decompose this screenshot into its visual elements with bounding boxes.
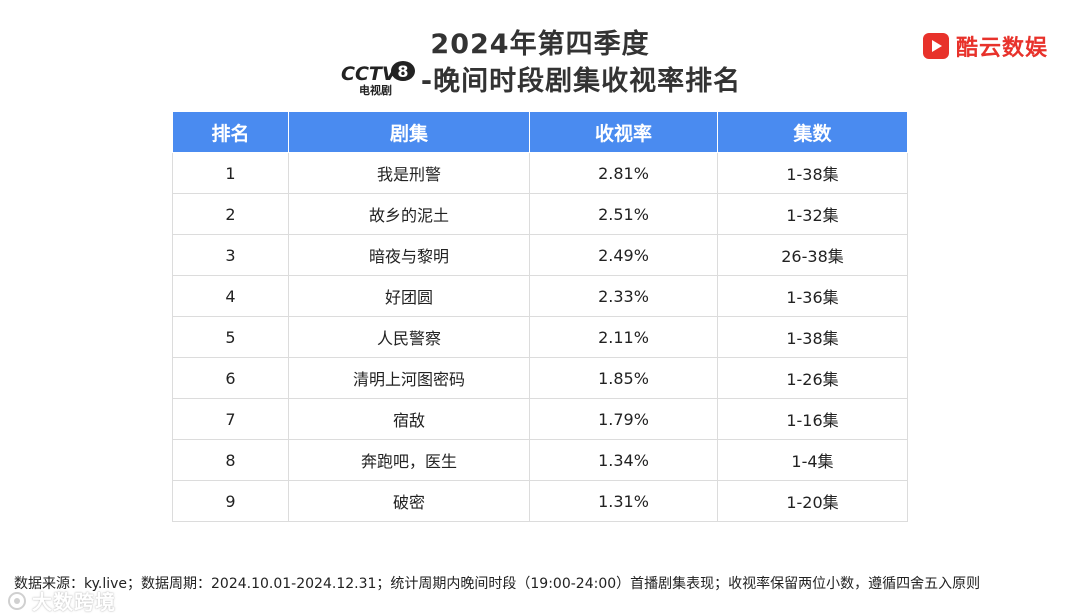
cell-rank: 2 (172, 193, 289, 235)
cell-title: 宿敌 (288, 398, 530, 440)
cell-rank: 8 (172, 439, 289, 481)
ratings-table-wrap: 排名 剧集 收视率 集数 1 我是刑警 2.81% 1-38集 2 故乡的泥土 … (172, 111, 908, 522)
table-row: 3 暗夜与黎明 2.49% 26-38集 (172, 234, 908, 276)
table-row: 7 宿敌 1.79% 1-16集 (172, 398, 908, 440)
cell-episodes: 1-38集 (717, 316, 908, 358)
cell-episodes: 26-38集 (717, 234, 908, 276)
cell-episodes: 1-4集 (717, 439, 908, 481)
cell-rating: 1.34% (529, 439, 718, 481)
data-source-footnote: 数据来源：ky.live；数据周期：2024.10.01-2024.12.31；… (14, 576, 981, 592)
cctv-logo-text: CCTV (341, 63, 398, 85)
cell-episodes: 1-16集 (717, 398, 908, 440)
cell-title: 我是刑警 (288, 152, 530, 194)
cell-title: 好团圆 (288, 275, 530, 317)
cell-episodes: 1-32集 (717, 193, 908, 235)
column-header-rank: 排名 (172, 111, 289, 153)
table-row: 6 清明上河图密码 1.85% 1-26集 (172, 357, 908, 399)
table-row: 1 我是刑警 2.81% 1-38集 (172, 152, 908, 194)
cell-title: 奔跑吧，医生 (288, 439, 530, 481)
column-header-title: 剧集 (288, 111, 530, 153)
cell-title: 暗夜与黎明 (288, 234, 530, 276)
cell-rating: 1.31% (529, 480, 718, 522)
cell-rating: 1.79% (529, 398, 718, 440)
cell-episodes: 1-26集 (717, 357, 908, 399)
cell-rank: 9 (172, 480, 289, 522)
cell-rating: 2.81% (529, 152, 718, 194)
cell-title: 破密 (288, 480, 530, 522)
table-row: 8 奔跑吧，医生 1.34% 1-4集 (172, 439, 908, 481)
cell-title: 故乡的泥土 (288, 193, 530, 235)
table-row: 5 人民警察 2.11% 1-38集 (172, 316, 908, 358)
cell-episodes: 1-36集 (717, 275, 908, 317)
column-header-rating: 收视率 (529, 111, 718, 153)
brand-logo: 酷云数娱 (922, 30, 1048, 62)
page-title-line2-wrap: CCTV 8 电视剧 -晚间时段剧集收视率排名 (0, 58, 1080, 98)
cell-rating: 1.85% (529, 357, 718, 399)
watermark-text: 大数跨境 (32, 590, 116, 614)
watermark: 大数跨境 (6, 586, 116, 615)
cell-rating: 2.49% (529, 234, 718, 276)
table-header-row: 排名 剧集 收视率 集数 (172, 111, 908, 153)
cell-rank: 5 (172, 316, 289, 358)
cell-rating: 2.51% (529, 193, 718, 235)
cell-rank: 4 (172, 275, 289, 317)
cell-rank: 3 (172, 234, 289, 276)
table-row: 4 好团圆 2.33% 1-36集 (172, 275, 908, 317)
cctv-logo-number: 8 (397, 62, 408, 81)
cell-episodes: 1-20集 (717, 480, 908, 522)
play-square-icon (922, 33, 949, 59)
cell-title: 人民警察 (288, 316, 530, 358)
cell-title: 清明上河图密码 (288, 357, 530, 399)
cctv8-logo-icon: CCTV 8 电视剧 (339, 60, 417, 96)
brand-name: 酷云数娱 (955, 36, 1048, 61)
watermark-logo-icon (8, 591, 26, 610)
cctv-logo-caption: 电视剧 (359, 83, 392, 96)
table-row: 2 故乡的泥土 2.51% 1-32集 (172, 193, 908, 235)
page-subtitle: -晚间时段剧集收视率排名 (420, 65, 742, 97)
page-title-line1: 2024年第四季度 (430, 29, 650, 60)
cell-rating: 2.11% (529, 316, 718, 358)
cell-rank: 6 (172, 357, 289, 399)
column-header-episodes: 集数 (717, 111, 908, 153)
table-row: 9 破密 1.31% 1-20集 (172, 480, 908, 522)
cell-rank: 7 (172, 398, 289, 440)
cell-rank: 1 (172, 152, 289, 194)
cell-episodes: 1-38集 (717, 152, 908, 194)
cell-rating: 2.33% (529, 275, 718, 317)
ratings-table: 排名 剧集 收视率 集数 1 我是刑警 2.81% 1-38集 2 故乡的泥土 … (172, 111, 908, 522)
